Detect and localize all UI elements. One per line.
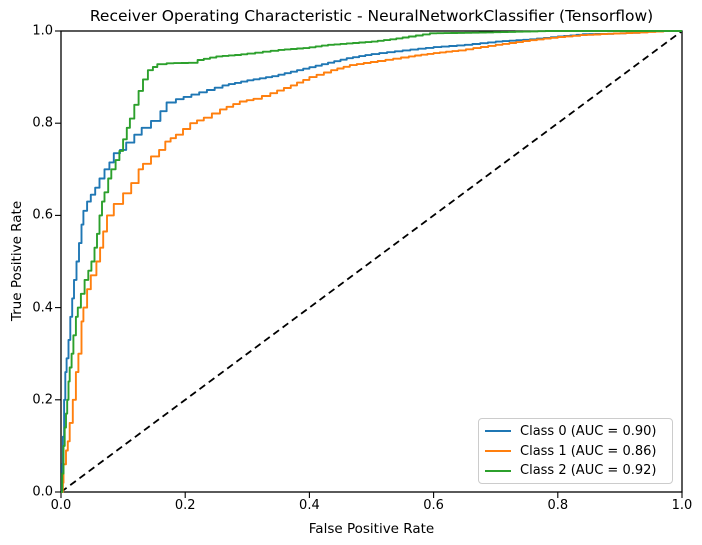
y-tick-label: 0.2: [32, 392, 53, 408]
x-tick-label: 0.6: [423, 498, 444, 513]
y-tick-label: 0.0: [32, 484, 53, 500]
legend-row-class-1: Class 1 (AUC = 0.86): [485, 443, 664, 460]
roc-curve-class-2: [61, 30, 682, 493]
legend-line-class-2-icon: [485, 469, 511, 472]
x-tick-label: 0.8: [547, 498, 569, 513]
legend-line-class-0-icon: [485, 430, 511, 433]
y-tick-label: 0.8: [32, 115, 53, 131]
roc-curve-class-1: [61, 30, 682, 493]
legend-label-class-0: Class 0 (AUC = 0.90): [520, 423, 657, 439]
legend-label-class-1: Class 1 (AUC = 0.86): [520, 443, 657, 459]
legend-line-class-1-icon: [485, 450, 511, 452]
x-tick-label: 1.0: [671, 498, 693, 513]
y-tick-label: 0.6: [32, 207, 53, 223]
legend: Class 0 (AUC = 0.90) Class 1 (AUC = 0.86…: [478, 418, 673, 484]
x-tick-label: 0.4: [299, 498, 320, 513]
legend-label-class-2: Class 2 (AUC = 0.92): [520, 463, 657, 479]
x-tick-label: 0.0: [50, 498, 72, 513]
y-tick-label: 1.0: [32, 23, 53, 39]
y-tick-label: 0.4: [32, 300, 53, 316]
legend-row-class-0: Class 0 (AUC = 0.90): [485, 423, 664, 440]
chance-diagonal-line: [60, 30, 683, 493]
y-axis-label: True Positive Rate: [9, 200, 25, 322]
chart-title: Receiver Operating Characteristic - Neur…: [89, 7, 654, 25]
axes-spines: [60, 30, 683, 493]
legend-row-class-2: Class 2 (AUC = 0.92): [485, 462, 664, 479]
x-tick-label: 0.2: [174, 498, 196, 513]
x-axis-label: False Positive Rate: [308, 521, 435, 537]
